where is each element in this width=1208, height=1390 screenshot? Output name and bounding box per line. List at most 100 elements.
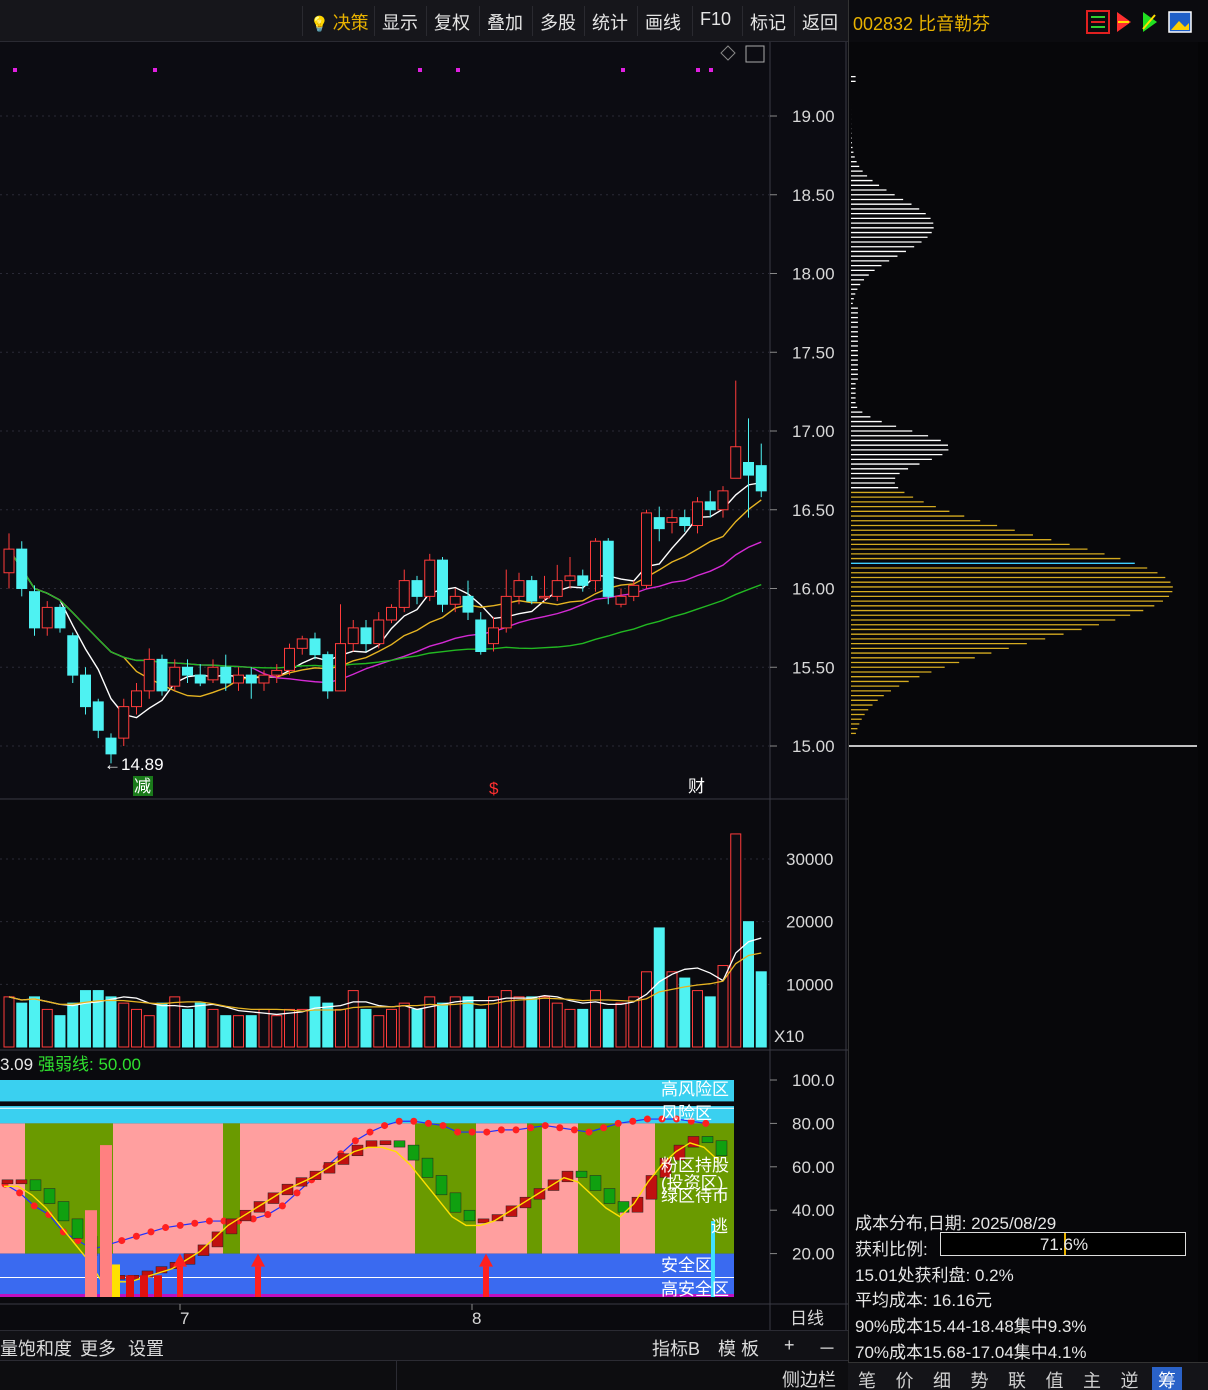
zone-label-escape: 逃 <box>711 1217 728 1236</box>
main-chart-area[interactable]: 19.00 18.50 18.00 17.50 17.00 16.50 16.00 15.50… <box>0 42 848 1330</box>
diamond-icon[interactable] <box>720 45 736 61</box>
indicator-step-bar <box>407 1144 420 1161</box>
side-tab-7[interactable]: 逆 <box>1120 1371 1139 1390</box>
volume-bar <box>16 1002 28 1048</box>
menu-item-9[interactable]: 返回 <box>802 13 838 33</box>
tab-volume-saturation[interactable]: 量饱和度 <box>0 1339 72 1359</box>
strength-dot <box>410 1117 418 1125</box>
volume-bar <box>692 990 703 1048</box>
zoom-in-button[interactable]: + <box>784 1335 795 1355</box>
menu-item-3[interactable]: 叠加 <box>487 13 523 33</box>
side-tab-3[interactable]: 势 <box>970 1371 989 1390</box>
menu-item-5[interactable]: 统计 <box>592 13 628 33</box>
candle <box>730 380 742 479</box>
strength-dot <box>395 1117 403 1125</box>
zone-label-green_wait: 绿区待币 <box>661 1187 729 1206</box>
avg-cost: 平均成本: 16.16元 <box>855 1291 992 1310</box>
indicator-step-bar <box>463 1209 476 1222</box>
candle <box>182 659 193 683</box>
zone-label-high_safe: 高安全区 <box>661 1280 729 1299</box>
side-tab-2[interactable]: 细 <box>933 1371 951 1390</box>
indicator-step-bar <box>645 1175 658 1200</box>
volume-bar <box>143 1015 155 1048</box>
volume-bar <box>717 965 729 1048</box>
candle <box>551 564 563 602</box>
candle <box>755 443 767 498</box>
volume-bar <box>679 977 691 1048</box>
chip-distribution-chart <box>849 75 1197 747</box>
volume-axis-label: 30000 <box>786 850 833 869</box>
play-red-icon[interactable] <box>1117 12 1131 32</box>
candle <box>488 616 499 652</box>
strength-dot <box>527 1124 535 1132</box>
candle <box>80 667 91 715</box>
menu-separator <box>584 6 585 36</box>
side-tab-6[interactable]: 主 <box>1083 1371 1101 1390</box>
pink-bar <box>85 1210 97 1297</box>
volume-axis-label: 10000 <box>786 975 833 994</box>
side-tab-0[interactable]: 笔 <box>858 1371 876 1390</box>
candle <box>156 654 168 696</box>
volume-unit: X10 <box>774 1027 804 1046</box>
menu-item-1[interactable]: 显示 <box>382 13 418 33</box>
strength-dot <box>483 1128 491 1136</box>
candle <box>207 659 219 683</box>
strength-dot <box>132 1232 140 1240</box>
image-icon[interactable] <box>1168 11 1192 33</box>
candle <box>347 620 359 652</box>
signal-bar <box>126 1275 134 1297</box>
menu-separator <box>692 6 693 36</box>
ma60-line <box>8 548 762 669</box>
volume-bar <box>513 996 525 1048</box>
panel-toggle-icon[interactable] <box>745 45 765 63</box>
tab-template[interactable]: 模 板 <box>718 1339 760 1359</box>
volume-bar <box>628 996 640 1048</box>
strength-dot <box>570 1126 578 1134</box>
menu-item-8[interactable]: 标记 <box>750 13 786 33</box>
tab-indicator-b[interactable]: 指标B <box>652 1339 701 1359</box>
buy-arrow-stem <box>483 1266 489 1297</box>
play-green-icon[interactable] <box>1142 12 1157 32</box>
tab-more[interactable]: 更多 <box>80 1339 116 1359</box>
volume-bar <box>539 996 550 1048</box>
indicator-step-bar <box>365 1140 378 1148</box>
bottom-toolbar: 量饱和度 更多 设置 指标B 模 板 + － <box>0 1330 848 1360</box>
side-tab-1[interactable]: 价 <box>895 1371 914 1390</box>
menu-item-6[interactable]: 画线 <box>645 13 681 33</box>
candle <box>220 654 232 691</box>
list-icon[interactable] <box>1086 10 1110 34</box>
indicator-step-bar <box>715 1140 728 1157</box>
menu-item-2[interactable]: 复权 <box>434 13 470 33</box>
sidebar-toggle[interactable]: 侧边栏 <box>782 1370 836 1390</box>
candle <box>475 612 487 655</box>
volume-bar <box>322 1002 334 1048</box>
volume-bar <box>207 1008 219 1048</box>
volume-bar <box>41 1008 53 1048</box>
side-tab-8[interactable]: 筹 <box>1152 1367 1182 1390</box>
menu-item-4[interactable]: 多股 <box>540 13 576 33</box>
high-risk-zone <box>0 1080 734 1102</box>
volume-bar <box>220 1015 232 1048</box>
volume-bar <box>615 1002 627 1048</box>
strength-dot <box>424 1119 432 1127</box>
candle <box>258 670 270 691</box>
indicator-step-bar <box>239 1209 252 1222</box>
menu-item-0[interactable]: 💡 决策 <box>310 9 369 35</box>
indicator-step-bar <box>323 1162 336 1174</box>
signal-bar <box>154 1275 162 1297</box>
side-tab-5[interactable]: 值 <box>1045 1371 1064 1390</box>
volume-bar <box>564 1008 576 1048</box>
menu-item-7[interactable]: F10 <box>700 9 732 29</box>
side-tab-4[interactable]: 联 <box>1008 1371 1026 1390</box>
buy-arrow-stem <box>255 1266 261 1297</box>
volume-bar <box>258 1008 270 1048</box>
strength-dot <box>59 1228 67 1236</box>
tab-settings[interactable]: 设置 <box>128 1339 164 1359</box>
stock-header: 002832 比音勒芬 <box>848 0 1200 42</box>
signal-dot <box>456 68 460 72</box>
candle <box>526 575 538 605</box>
price-axis-label: 15.50 <box>792 658 835 677</box>
zoom-out-button[interactable]: － <box>818 1339 836 1359</box>
strength-dot <box>643 1115 651 1123</box>
volume-bar <box>3 996 15 1048</box>
